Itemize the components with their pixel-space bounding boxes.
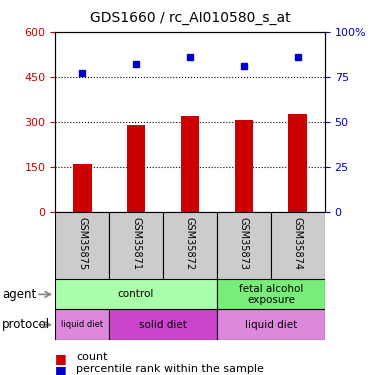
Text: GSM35873: GSM35873 <box>239 217 249 270</box>
Text: GSM35872: GSM35872 <box>185 217 195 270</box>
Text: solid diet: solid diet <box>139 320 187 330</box>
Bar <box>180 116 200 212</box>
Bar <box>55 279 217 309</box>
Text: fetal alcohol
exposure: fetal alcohol exposure <box>239 284 303 305</box>
Bar <box>55 212 109 279</box>
Text: control: control <box>118 290 154 299</box>
Text: liquid diet: liquid diet <box>61 320 103 329</box>
Bar <box>163 212 217 279</box>
Bar <box>55 309 109 340</box>
Bar <box>109 212 163 279</box>
Bar <box>217 309 325 340</box>
Bar <box>288 114 307 212</box>
Bar <box>109 309 217 340</box>
Text: percentile rank within the sample: percentile rank within the sample <box>76 364 264 374</box>
Bar <box>271 212 325 279</box>
Bar <box>127 125 146 212</box>
Text: count: count <box>76 352 108 362</box>
Text: GSM35874: GSM35874 <box>293 217 303 270</box>
Text: GSM35871: GSM35871 <box>131 217 141 270</box>
Text: liquid diet: liquid diet <box>245 320 297 330</box>
Bar <box>217 212 271 279</box>
Text: ■: ■ <box>55 364 67 375</box>
Bar <box>234 120 253 212</box>
Text: ■: ■ <box>55 352 67 365</box>
Bar <box>73 164 92 212</box>
Text: protocol: protocol <box>2 318 50 331</box>
Bar <box>217 279 325 309</box>
Text: agent: agent <box>2 288 36 301</box>
Text: GSM35875: GSM35875 <box>77 217 87 270</box>
Text: GDS1660 / rc_AI010580_s_at: GDS1660 / rc_AI010580_s_at <box>90 11 290 25</box>
